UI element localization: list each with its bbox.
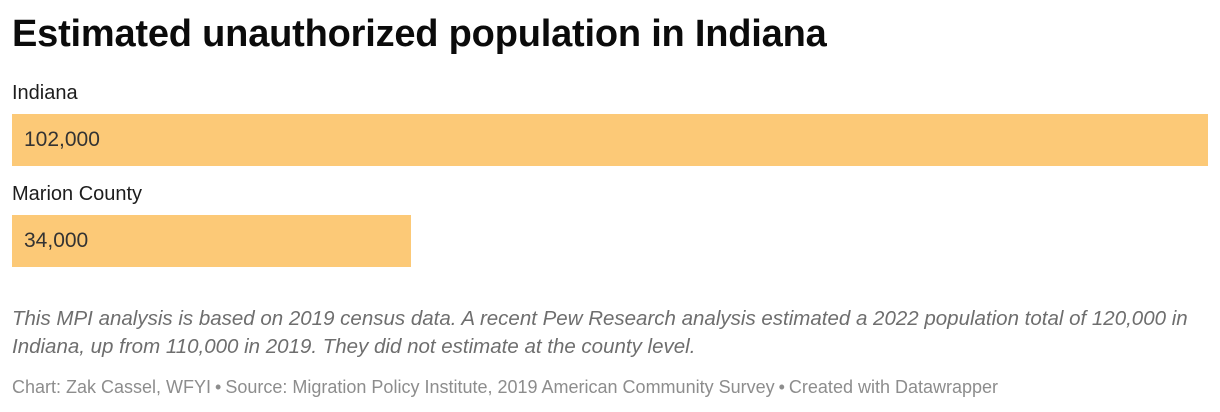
source-credit: Source: Migration Policy Institute, 2019…	[225, 376, 775, 397]
chart-note: This MPI analysis is based on 2019 censu…	[12, 306, 1188, 358]
bar-label-marion-county: Marion County	[12, 182, 143, 205]
bar-marion-county: 34,000	[12, 214, 411, 267]
bar-indiana: 102,000	[12, 113, 1208, 166]
bar-row-indiana: Indiana 102,000	[12, 81, 1208, 166]
byline-separator: •	[778, 376, 785, 397]
bar-value-indiana: 102,000	[24, 127, 100, 151]
bar-label-indiana: Indiana	[12, 81, 78, 104]
chart-credit: Chart: Zak Cassel, WFYI	[12, 376, 212, 397]
byline-separator: •	[215, 376, 222, 397]
bar-value-marion-county: 34,000	[24, 228, 89, 252]
chart-byline: Chart: Zak Cassel, WFYI • Source: Migratio…	[12, 376, 1208, 398]
bar-row-marion-county: Marion County 34,000	[12, 182, 1208, 267]
chart-title: Estimated unauthorized population in Ind…	[12, 13, 827, 55]
datawrapper-credit-link[interactable]: Created with Datawrapper	[788, 376, 999, 397]
